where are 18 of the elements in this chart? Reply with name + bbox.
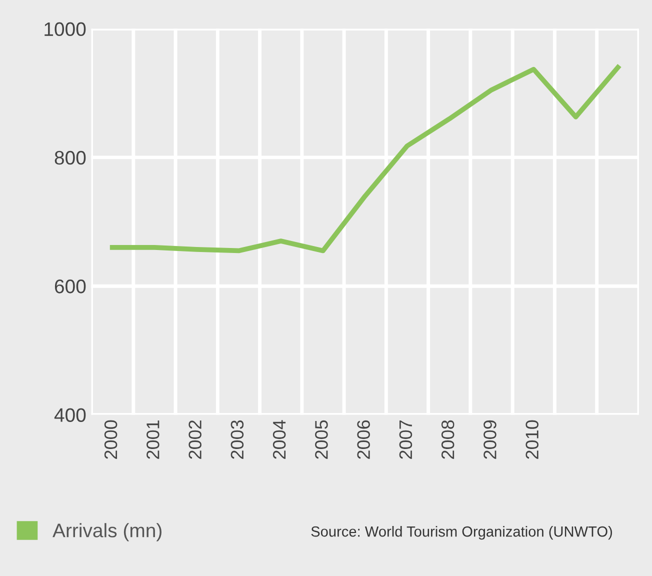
x-tick-label: 2007 — [399, 420, 412, 459]
x-tick-label: 2008 — [441, 420, 454, 459]
legend-label: Arrivals (mn) — [52, 523, 162, 542]
source-note: Source: World Tourism Organization (UNWTO) — [311, 526, 612, 540]
x-tick-label: 2006 — [357, 420, 370, 459]
x-tick-label: 2001 — [146, 420, 160, 459]
line-series — [110, 64, 620, 254]
y-tick-label: 1000 — [44, 22, 86, 36]
x-tick-label: 2004 — [272, 420, 286, 459]
x-tick-label: 2000 — [104, 420, 118, 459]
x-tick-label: 2005 — [315, 420, 328, 459]
x-tick-label: 2010 — [526, 420, 538, 459]
x-tick-label: 2003 — [230, 420, 244, 459]
x-tick-label: 2002 — [188, 420, 202, 459]
y-tick-label: 400 — [54, 408, 86, 422]
y-tick-label: 800 — [54, 150, 86, 165]
y-tick-label: 600 — [54, 280, 86, 294]
x-tick-label: 2009 — [484, 420, 496, 459]
